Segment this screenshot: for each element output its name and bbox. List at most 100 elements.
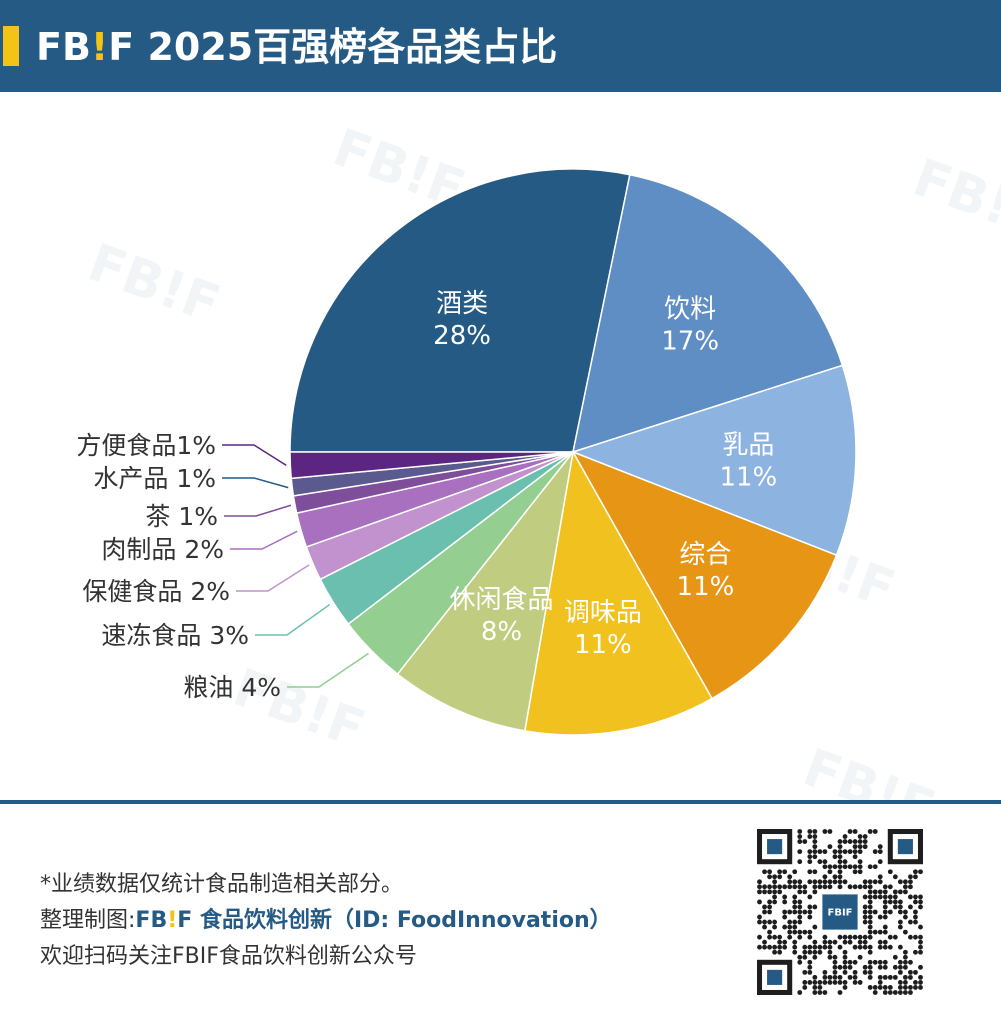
- qr-module: [918, 894, 923, 900]
- qr-module: [827, 939, 833, 945]
- qr-module: [877, 929, 883, 935]
- qr-module: [822, 849, 828, 855]
- leader-line: [230, 530, 298, 550]
- qr-finder-inner: [897, 839, 913, 855]
- qr-module: [847, 839, 853, 844]
- qr-module: [812, 904, 818, 910]
- qr-module: [887, 909, 893, 915]
- chart-area: FB!F FB!F FB!F FB!F FB!F FB!F 酒类28%饮料17%…: [0, 92, 1001, 800]
- qr-module: [787, 879, 793, 885]
- qr-module: [797, 904, 803, 910]
- qr-module: [762, 884, 767, 890]
- qr-module: [802, 949, 808, 955]
- qr-module: [827, 884, 833, 890]
- qr-module: [847, 974, 853, 980]
- qr-module: [867, 894, 873, 900]
- qr-module: [822, 864, 828, 870]
- qr-module: [842, 959, 848, 965]
- slice-percent-label: 11%: [574, 630, 632, 660]
- qr-module: [897, 969, 903, 975]
- qr-module: [892, 904, 898, 910]
- qr-module: [807, 834, 813, 839]
- qr-module: [772, 949, 778, 955]
- qr-module: [867, 884, 873, 890]
- qr-module: [772, 899, 778, 905]
- qr-module: [857, 849, 863, 855]
- qr-module: [842, 859, 848, 865]
- qr-module: [792, 879, 798, 885]
- qr-module: [872, 909, 878, 915]
- qr-module: [877, 974, 883, 980]
- qr-module: [908, 959, 913, 965]
- qr-module: [807, 934, 813, 940]
- qr-module: [877, 944, 883, 950]
- qr-module: [877, 859, 883, 865]
- outside-slice-label: 水产品 1%: [93, 464, 216, 493]
- qr-module: [913, 869, 918, 875]
- qr-module: [787, 924, 793, 930]
- qr-module: [897, 909, 903, 915]
- qr-module: [812, 884, 818, 890]
- qr-module: [857, 980, 863, 985]
- qr-module: [767, 929, 772, 935]
- qr-module: [807, 964, 813, 970]
- qr-module: [887, 884, 893, 890]
- qr-module: [892, 894, 898, 900]
- leader-line: [222, 477, 289, 489]
- qr-module: [867, 949, 873, 955]
- qr-module: [757, 884, 762, 890]
- qr-module: [812, 829, 818, 834]
- qr-module: [807, 959, 813, 965]
- qr-module: [837, 844, 843, 850]
- qr-module: [867, 889, 873, 895]
- qr-module: [882, 909, 888, 915]
- qr-module: [847, 849, 853, 855]
- qr-module: [757, 919, 762, 925]
- qr-module: [862, 894, 868, 900]
- qr-module: [812, 854, 818, 860]
- qr-module: [887, 974, 893, 980]
- qr-module: [827, 869, 833, 875]
- qr-module: [757, 899, 762, 905]
- qr-module: [772, 879, 778, 885]
- svg-text:FB!F: FB!F: [796, 738, 943, 800]
- qr-module: [897, 899, 903, 905]
- qr-module: [792, 929, 798, 935]
- qr-module: [822, 980, 828, 985]
- qr-module: [872, 959, 878, 965]
- pie-slice-6: [396, 451, 574, 732]
- footer-brand: FB!F 食品饮料创新（ID: FoodInnovation）: [135, 908, 612, 933]
- qr-module: [762, 939, 767, 945]
- qr-module: [908, 874, 913, 880]
- qr-module: [807, 869, 813, 875]
- qr-module: [857, 844, 863, 850]
- qr-code[interactable]: FBIF: [757, 829, 923, 995]
- qr-module: [892, 990, 898, 995]
- qr-module: [807, 859, 813, 865]
- qr-module: [832, 874, 838, 880]
- pie-slice-2: [572, 173, 844, 454]
- qr-module: [882, 904, 888, 910]
- qr-module: [802, 985, 808, 990]
- qr-module: [892, 964, 898, 970]
- qr-module: [797, 839, 803, 844]
- qr-module: [877, 849, 883, 855]
- qr-module: [797, 834, 803, 839]
- qr-module: [822, 974, 828, 980]
- qr-module: [877, 980, 883, 985]
- qr-module: [862, 969, 868, 975]
- qr-module: [802, 944, 808, 950]
- outside-slice-label: 茶 1%: [145, 502, 218, 531]
- qr-module: [897, 919, 903, 925]
- qr-module: [918, 899, 923, 905]
- qr-module: [767, 874, 772, 880]
- qr-module: [882, 929, 888, 935]
- qr-module: [802, 889, 808, 895]
- outside-slice-label: 肉制品 2%: [101, 535, 224, 564]
- qr-module: [767, 899, 772, 905]
- qr-module: [767, 889, 772, 895]
- qr-module: [817, 949, 823, 955]
- outside-slice-label: 粮油 4%: [183, 673, 281, 702]
- qr-module: [892, 889, 898, 895]
- qr-module: [913, 914, 918, 920]
